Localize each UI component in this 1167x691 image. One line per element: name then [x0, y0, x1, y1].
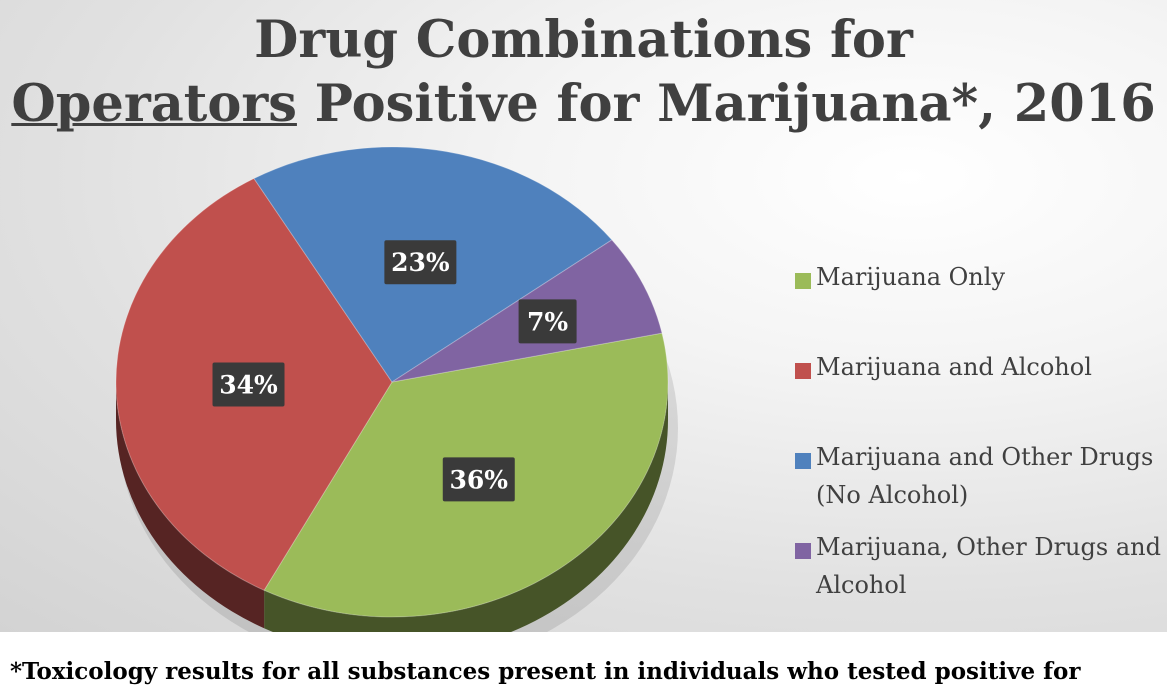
chart-title: Drug Combinations for Operators Positive… [0, 8, 1167, 136]
legend-label: Marijuana, Other Drugs and Alcohol [816, 533, 1161, 599]
legend-swatch [795, 273, 811, 289]
data-label-text: 36% [449, 465, 508, 494]
chart-title-underlined-word: Operators [11, 74, 297, 134]
legend-swatch [795, 543, 811, 559]
data-label-text: 23% [391, 248, 450, 277]
data-label: 7% [518, 299, 577, 344]
data-label-box [212, 362, 285, 407]
data-label-box [442, 457, 515, 502]
data-label-box [384, 240, 457, 285]
pie-slice-side [115, 382, 265, 629]
chart-title-line-1: Drug Combinations for [254, 10, 913, 70]
data-label: 23% [384, 240, 457, 285]
legend-label: Marijuana and Alcohol [816, 353, 1092, 381]
data-label: 36% [442, 457, 515, 502]
chart-title-line-2-rest: Positive for Marijuana*, 2016 [296, 74, 1156, 134]
data-label-text: 34% [219, 371, 278, 400]
legend-label: Marijuana Only [816, 263, 1005, 291]
pie-slice-side [264, 382, 668, 632]
legend-label: Marijuana and Other Drugs (No Alcohol) [816, 443, 1154, 509]
data-label: 34% [212, 362, 285, 407]
legend-swatch [795, 363, 811, 379]
chart-panel: Drug Combinations for Operators Positive… [0, 0, 1167, 632]
data-label-box [518, 299, 577, 344]
chart-title-line-2: Operators Positive for Marijuana*, 2016 [0, 72, 1167, 136]
pie-chart: 36% 34% 23% 7% [115, 146, 678, 632]
footnote: *Toxicology results for all substances p… [10, 658, 1081, 685]
data-label-text: 7% [527, 307, 568, 336]
legend-swatch [795, 453, 811, 469]
